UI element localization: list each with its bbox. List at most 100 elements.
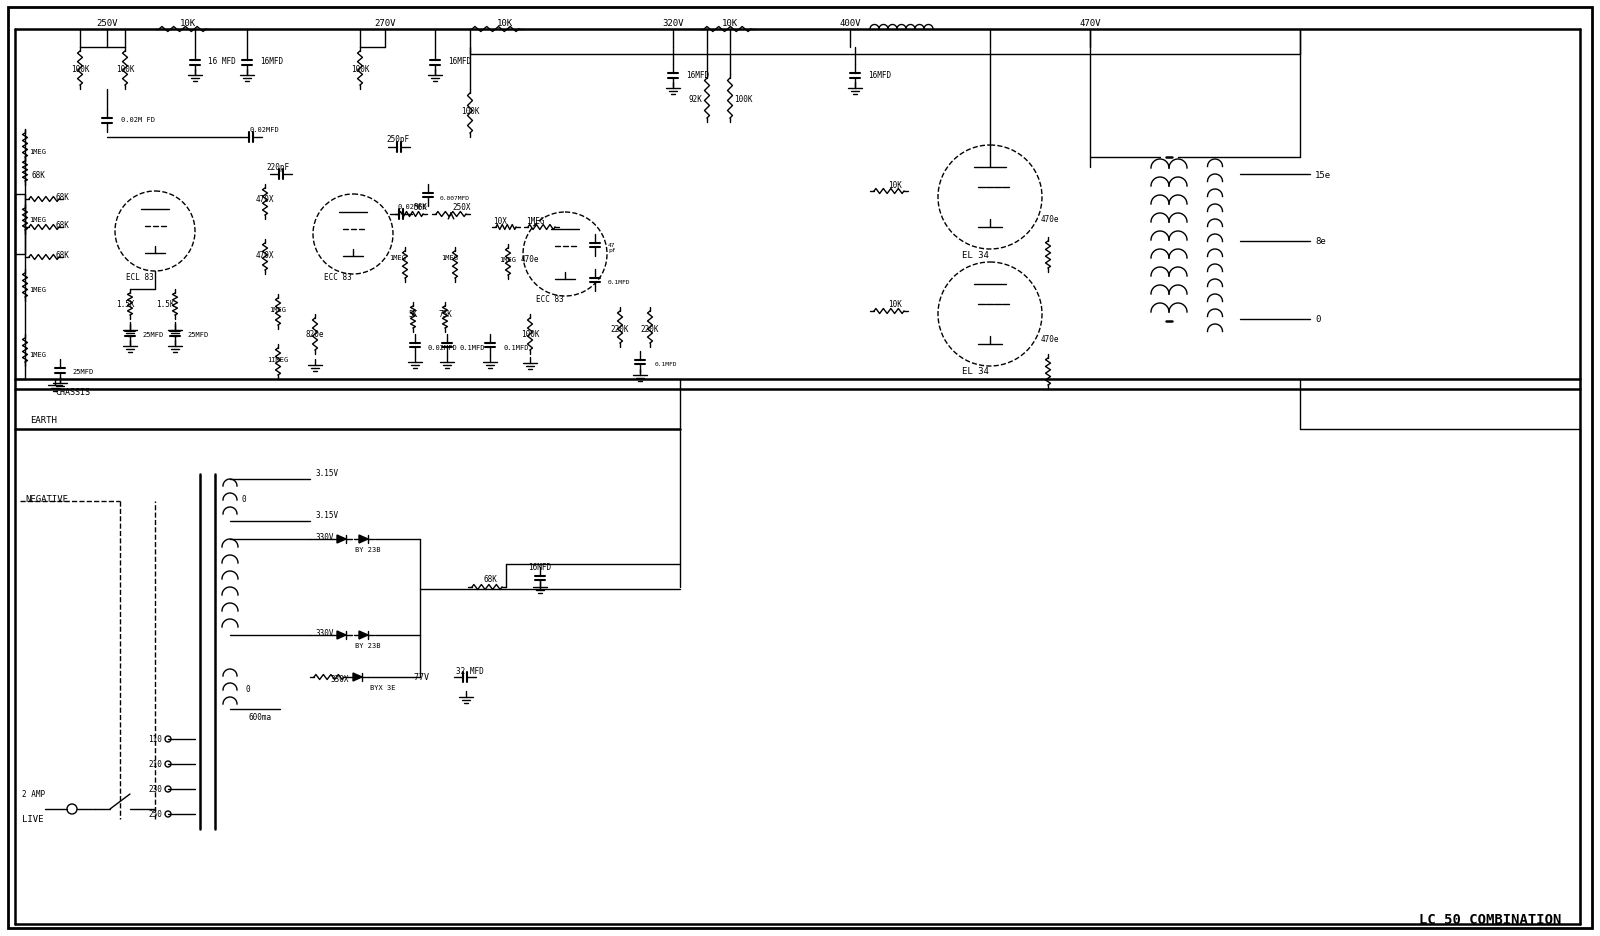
Text: 220K: 220K [640,325,659,334]
Text: 0.02M FD: 0.02M FD [122,117,155,123]
Text: 16MFD: 16MFD [686,70,709,80]
Text: 1MEG: 1MEG [442,255,459,261]
Text: 1.5K: 1.5K [155,300,174,309]
Text: NEGATIVE: NEGATIVE [26,495,67,504]
Text: 68K: 68K [54,250,69,259]
Text: 8e: 8e [1315,237,1326,246]
Text: 600ma: 600ma [248,712,272,722]
Text: ECC 83: ECC 83 [325,273,352,282]
Text: -77V: -77V [410,673,430,681]
Text: 5K: 5K [408,310,418,319]
Text: 1MEG: 1MEG [29,149,46,154]
Text: 100K: 100K [734,95,752,105]
Polygon shape [358,631,368,639]
Text: 10K: 10K [179,19,197,27]
Text: 100K: 100K [520,330,539,339]
Text: 1.5K: 1.5K [115,300,134,309]
Text: 230: 230 [149,784,162,794]
Text: 470X: 470X [256,196,274,204]
Text: 3.15V: 3.15V [315,469,338,477]
Text: 100K: 100K [70,66,90,75]
Text: 820e: 820e [306,330,325,339]
Text: CHASSIS: CHASSIS [54,388,90,397]
Text: 25MFD: 25MFD [187,331,208,338]
Text: 0: 0 [242,495,246,504]
Text: 16MFD: 16MFD [259,57,283,66]
Text: 270V: 270V [374,20,395,28]
Polygon shape [358,535,368,544]
Bar [14,195,26,255]
Text: 210: 210 [149,760,162,768]
Text: BY 23B: BY 23B [355,547,381,552]
Text: 0.02MFD: 0.02MFD [250,127,280,133]
Text: 10K: 10K [498,19,514,27]
Text: 1MEG: 1MEG [526,217,544,227]
Text: 92K: 92K [688,95,702,105]
Text: 330V: 330V [315,629,333,637]
Text: 0.1MFD: 0.1MFD [608,280,630,285]
Text: 470V: 470V [1080,20,1101,28]
Text: 100K: 100K [115,66,134,75]
Text: 10K: 10K [722,19,738,27]
Text: 68K: 68K [54,220,69,229]
Text: 56K: 56K [413,203,427,212]
Text: ECL 83: ECL 83 [126,273,154,282]
Text: 1IMEG: 1IMEG [267,357,288,362]
Text: 100K: 100K [461,108,480,116]
Text: 1MEG: 1MEG [499,256,517,263]
Text: 250X: 250X [453,203,472,212]
Text: EARTH: EARTH [30,416,58,425]
Text: EL 34: EL 34 [962,250,989,259]
Text: 330V: 330V [315,533,333,542]
Text: 75K: 75K [438,310,451,319]
Text: LIVE: LIVE [22,814,43,823]
Text: 25MFD: 25MFD [142,331,163,338]
Text: 1MEG: 1MEG [29,217,46,223]
Text: 1MEG: 1MEG [269,307,286,313]
Text: 0.02MFD: 0.02MFD [429,344,458,351]
Text: 47
pf: 47 pf [608,242,616,253]
Text: 470X: 470X [256,250,274,259]
Text: 16MFD: 16MFD [448,57,470,66]
Text: 100K: 100K [350,66,370,75]
Polygon shape [338,631,346,639]
Text: BY 23B: BY 23B [355,642,381,649]
Text: 68K: 68K [54,192,69,201]
Text: 330X: 330X [331,675,349,684]
Text: 250pF: 250pF [387,136,410,144]
Text: 0.1MFD: 0.1MFD [502,344,528,351]
Text: 68K: 68K [483,575,498,584]
Text: 0.1MFD: 0.1MFD [461,344,485,351]
Text: 0.02MFD: 0.02MFD [398,204,427,210]
Text: 1MEG: 1MEG [29,286,46,293]
Text: 400V: 400V [840,20,861,28]
Text: LC 50 COMBINATION: LC 50 COMBINATION [1419,912,1562,926]
Text: 32 MFD: 32 MFD [456,666,483,676]
Text: BYX 3E: BYX 3E [370,684,395,690]
Text: 250: 250 [149,810,162,819]
Text: EL 34: EL 34 [962,367,989,376]
Text: 0: 0 [1315,315,1320,324]
Text: 10X: 10X [493,217,507,227]
Text: 2 AMP: 2 AMP [22,790,45,798]
Text: 16MFD: 16MFD [528,563,552,572]
Text: 250V: 250V [96,20,118,28]
Text: 10K: 10K [888,181,902,189]
Text: 220K: 220K [611,325,629,334]
Text: 3.15V: 3.15V [315,510,338,519]
Text: 1MEG: 1MEG [29,352,46,358]
Text: 320V: 320V [662,20,683,28]
Text: ECC 83: ECC 83 [536,295,563,304]
Text: 0.1MFD: 0.1MFD [654,362,677,367]
Text: 470e: 470e [520,256,539,264]
Text: 0.007MFD: 0.007MFD [440,196,470,200]
Text: 470e: 470e [1040,335,1059,344]
Polygon shape [338,535,346,544]
Polygon shape [354,673,362,681]
Text: 10K: 10K [888,300,902,309]
Text: 15e: 15e [1315,170,1331,180]
Text: 220pF: 220pF [267,162,290,171]
Text: 16MFD: 16MFD [867,70,891,80]
Text: 1MEG: 1MEG [389,255,406,261]
Text: 16 MFD: 16 MFD [208,57,235,66]
